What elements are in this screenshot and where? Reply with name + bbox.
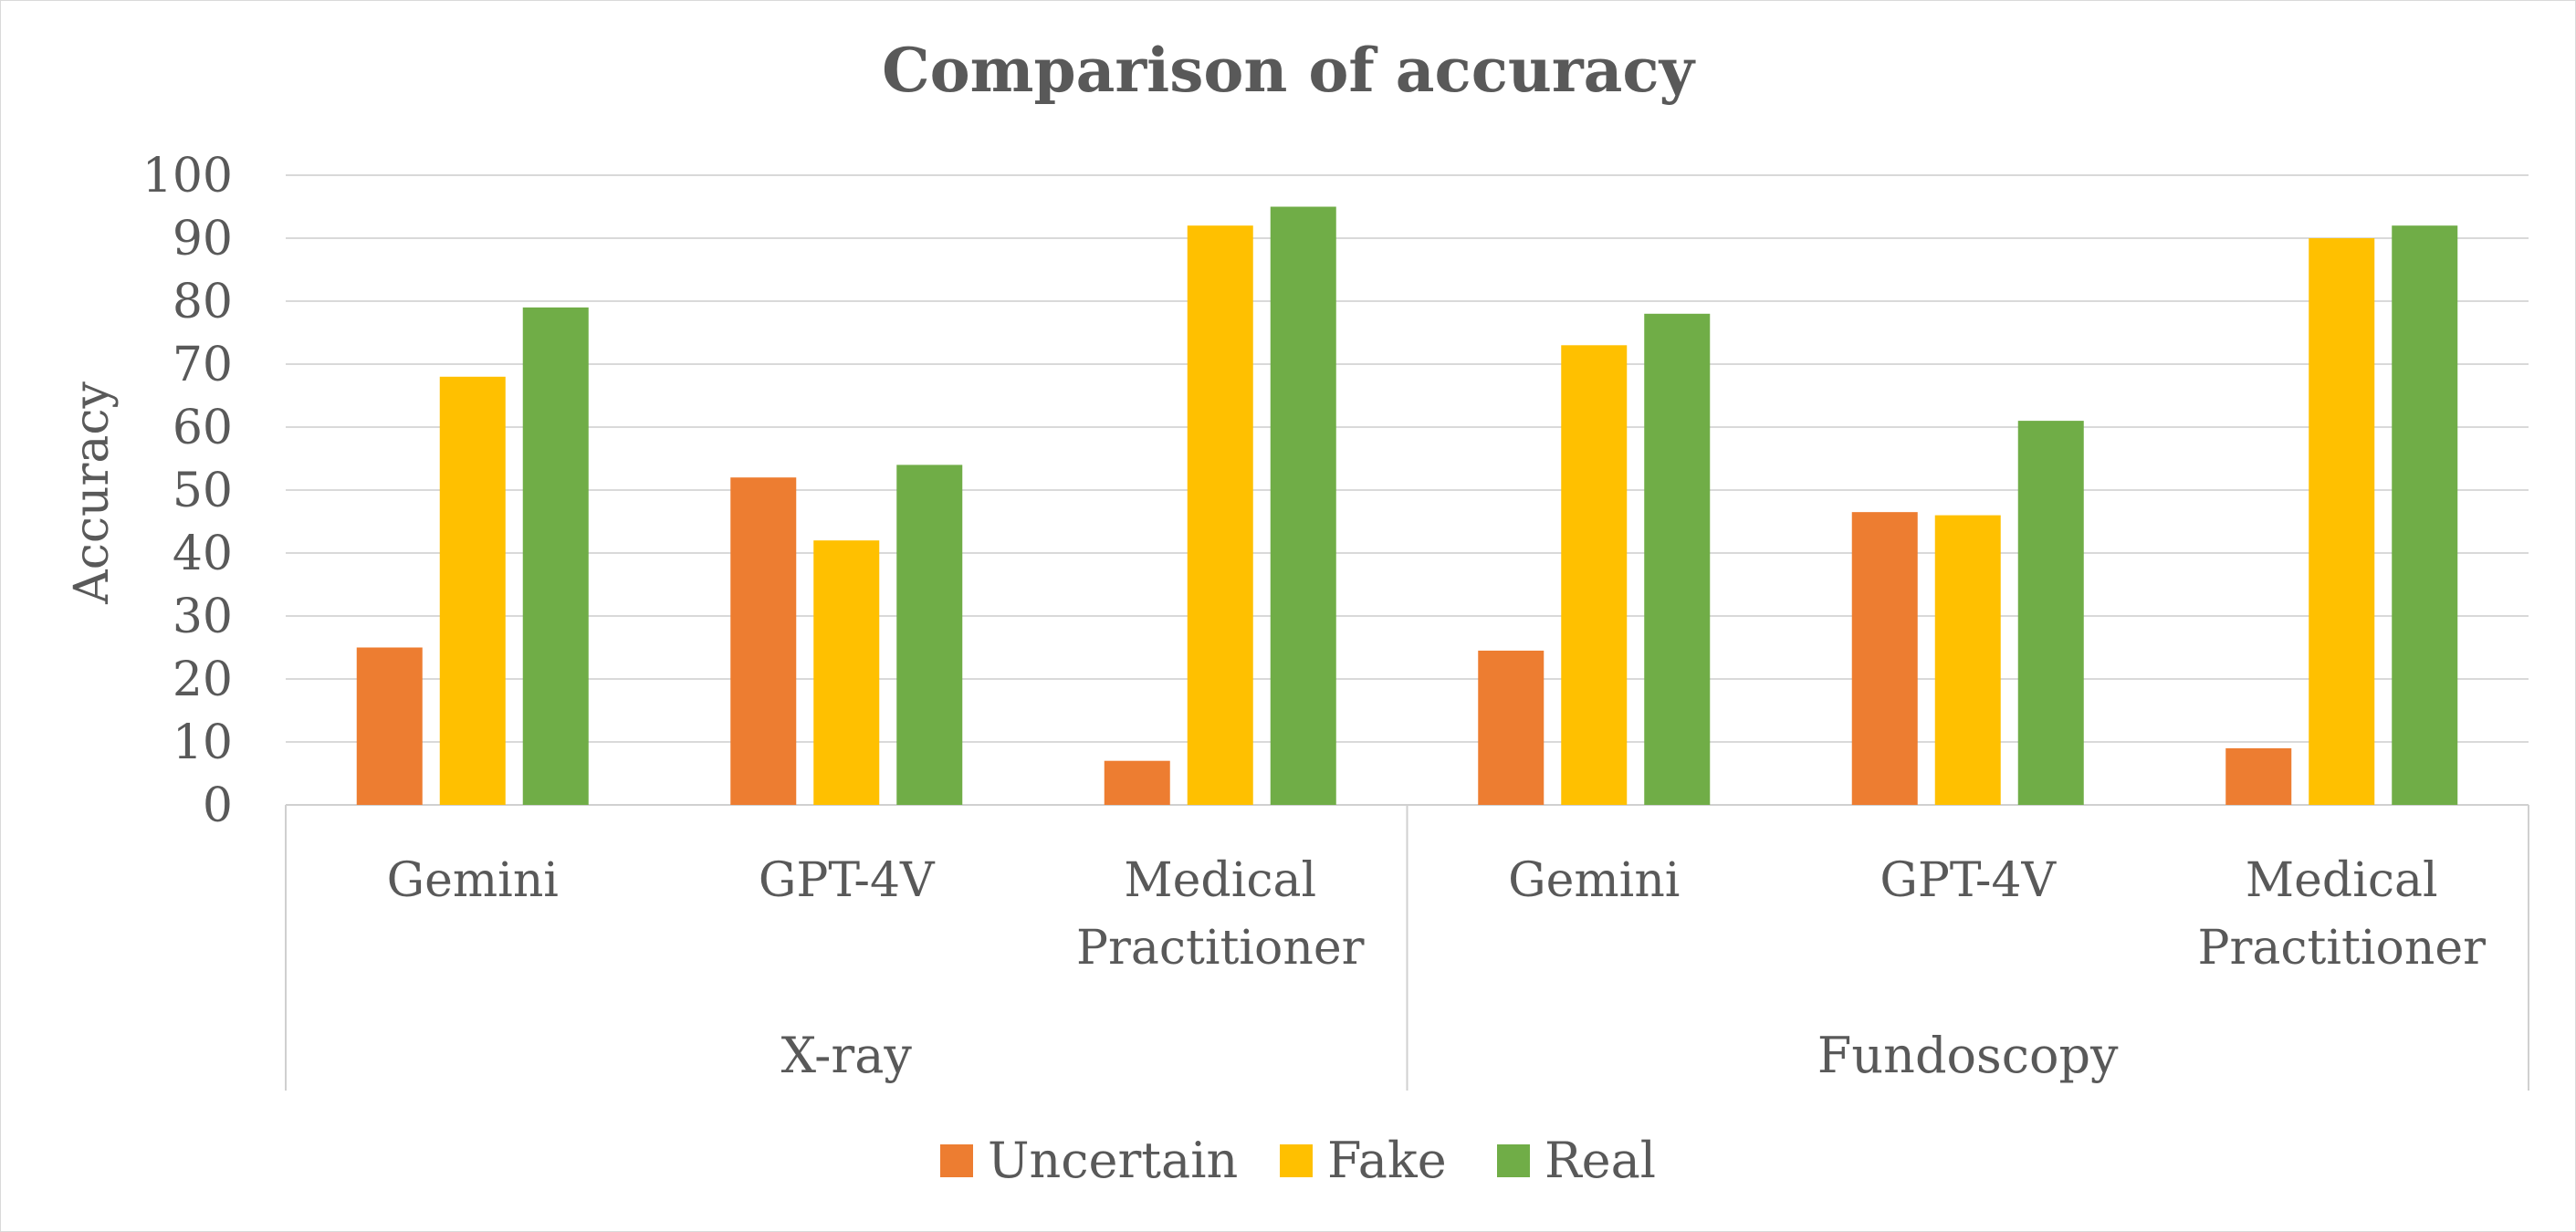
legend-label: Uncertain (988, 1132, 1238, 1189)
y-tick-label: 30 (173, 590, 233, 644)
legend: Uncertain Fake Real (940, 1132, 1656, 1189)
x-axis: Gemini GPT-4V Medical Practitioner Gemini GPT… (285, 805, 2529, 1091)
bars (356, 206, 2458, 805)
x-category-label: GPT-4V (1880, 853, 2057, 908)
x-category-label: GPT-4V (759, 853, 936, 908)
bar-uncertain-1 (356, 647, 423, 805)
x-group-label: Fundoscopy (1817, 1027, 2119, 1084)
x-category-label: Gemini (1508, 853, 1680, 908)
bar-fake-1 (439, 376, 506, 805)
y-tick-label: 50 (173, 464, 233, 518)
bar-uncertain-6 (2225, 747, 2292, 805)
legend-label: Real (1545, 1132, 1656, 1189)
bar-fake-2 (813, 540, 880, 805)
bar-fake-4 (1561, 345, 1628, 805)
y-tick-label: 90 (173, 212, 233, 266)
legend-swatch-uncertain (940, 1144, 973, 1177)
bar-uncertain-3 (1104, 760, 1170, 805)
bar-real-2 (896, 465, 963, 805)
x-category-label: Gemini (387, 853, 559, 908)
bar-fake-6 (2309, 238, 2375, 805)
gridlines (286, 174, 2529, 806)
bar-real-3 (1270, 206, 1336, 805)
y-tick-label: 80 (173, 275, 233, 329)
bar-fake-3 (1187, 225, 1253, 805)
bar-real-5 (2017, 421, 2084, 805)
y-axis-label: Accuracy (65, 381, 120, 605)
legend-label: Fake (1327, 1132, 1447, 1189)
bar-real-6 (2392, 225, 2458, 805)
y-tick-label: 70 (173, 338, 233, 392)
y-tick-label: 40 (173, 527, 233, 581)
y-tick-label: 10 (173, 715, 233, 770)
x-category-label: Medical Practitioner (1076, 853, 1365, 976)
bar-uncertain-2 (730, 477, 797, 805)
legend-swatch-real (1497, 1144, 1530, 1177)
y-tick-label: 100 (142, 149, 233, 204)
y-tick-label: 60 (173, 401, 233, 455)
y-tick-label: 20 (173, 653, 233, 707)
y-axis-ticks: 0 10 20 30 40 50 60 70 80 90 100 (142, 149, 233, 833)
bar-uncertain-5 (1851, 512, 1918, 805)
x-group-label: X-ray (781, 1027, 913, 1084)
bar-real-4 (1644, 313, 1711, 805)
bar-uncertain-4 (1478, 650, 1545, 805)
bar-real-1 (522, 307, 589, 805)
bar-fake-5 (1934, 515, 2001, 805)
y-tick-label: 0 (203, 778, 233, 833)
x-category-label: Medical Practitioner (2198, 853, 2487, 976)
legend-swatch-fake (1280, 1144, 1313, 1177)
chart-title: Comparison of accuracy (882, 35, 1696, 106)
